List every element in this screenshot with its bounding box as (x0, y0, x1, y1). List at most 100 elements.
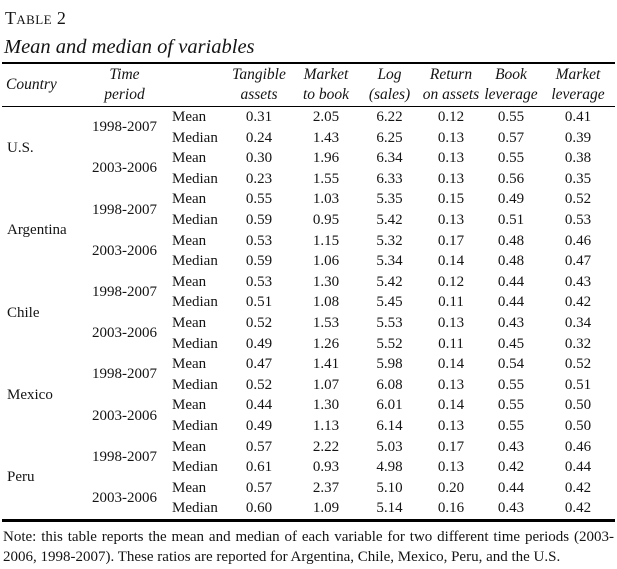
column-header-log-sales: Log (sales) (358, 63, 421, 107)
table-row: Median 0.52 1.07 6.08 0.13 0.55 0.51 (2, 375, 615, 396)
value-cell: 0.43 (497, 500, 525, 517)
value-cell: 0.38 (564, 150, 592, 167)
stat-cell: Median (172, 500, 218, 517)
value-cell: 5.32 (376, 232, 403, 249)
value-cell: 0.11 (438, 335, 464, 352)
value-cell: 0.13 (437, 459, 465, 476)
value-cell: 5.35 (376, 191, 403, 208)
header-line-2: leverage (484, 86, 538, 103)
value-cell: 2.05 (312, 109, 340, 125)
value-cell: 0.61 (245, 459, 273, 476)
value-cell: 0.52 (564, 356, 592, 373)
value-cell: 1.08 (312, 294, 340, 311)
value-cell: 0.54 (497, 356, 525, 373)
value-cell: 5.10 (376, 479, 403, 496)
country-cell: Mexico (7, 387, 53, 404)
value-cell: 0.55 (497, 397, 525, 414)
header-line-1: Return (429, 66, 473, 83)
value-cell: 0.12 (437, 109, 465, 125)
value-cell: 1.09 (312, 500, 340, 517)
header-line-1: Tangible (232, 66, 286, 83)
value-cell: 1.55 (312, 170, 340, 187)
value-cell: 1.43 (312, 129, 340, 146)
value-cell: 5.42 (376, 273, 403, 290)
value-cell: 0.16 (437, 500, 465, 517)
value-cell: 2.22 (312, 438, 340, 455)
value-cell: 1.41 (312, 356, 340, 373)
column-header-market-to-book: Market to book (294, 63, 358, 107)
column-header-time-period: Time period (87, 63, 162, 107)
value-cell: 0.14 (437, 356, 465, 373)
value-cell: 0.42 (497, 459, 525, 476)
header-line-1: Market (555, 66, 601, 83)
value-cell: 6.22 (376, 109, 403, 125)
value-cell: 0.59 (245, 253, 273, 270)
table-row: Peru 1998-2007 Mean 0.57 2.22 5.03 0.17 … (2, 437, 615, 486)
header-line-1: Market (303, 66, 349, 83)
table-row: Median 0.61 0.93 4.98 0.13 0.42 0.44 (2, 457, 615, 478)
stat-cell: Median (172, 211, 218, 228)
column-header-statistic-empty (162, 63, 224, 107)
value-cell: 0.34 (564, 314, 592, 331)
stat-cell: Median (172, 417, 218, 434)
value-cell: 6.14 (376, 417, 403, 434)
value-cell: 0.44 (564, 459, 592, 476)
value-cell: 0.14 (437, 253, 465, 270)
value-cell: 0.44 (497, 479, 525, 496)
value-cell: 1.53 (312, 314, 340, 331)
value-cell: 0.59 (245, 211, 273, 228)
value-cell: 2.37 (312, 479, 340, 496)
value-cell: 1.26 (312, 335, 340, 352)
value-cell: 0.20 (437, 479, 465, 496)
value-cell: 0.55 (497, 150, 525, 167)
table-row: 2003-2006 Mean 0.53 1.15 5.32 0.17 0.48 … (2, 231, 615, 259)
table-row: Chile 1998-2007 Mean 0.53 1.30 5.42 0.12… (2, 272, 615, 321)
stat-cell: Mean (172, 314, 207, 331)
table-row: Mexico 1998-2007 Mean 0.47 1.41 5.98 0.1… (2, 354, 615, 403)
value-cell: 0.39 (564, 129, 592, 146)
value-cell: 0.52 (564, 191, 592, 208)
value-cell: 1.15 (312, 232, 340, 249)
value-cell: 0.55 (497, 417, 525, 434)
value-cell: 0.48 (497, 232, 525, 249)
value-cell: 5.14 (376, 500, 403, 517)
value-cell: 0.53 (245, 232, 273, 249)
value-cell: 0.57 (245, 438, 273, 455)
value-cell: 6.33 (376, 170, 403, 187)
table-row: Argentina 1998-2007 Mean 0.55 1.03 5.35 … (2, 189, 615, 238)
stat-cell: Median (172, 253, 218, 270)
value-cell: 6.34 (376, 150, 403, 167)
period-cell: 2003-2006 (92, 489, 157, 506)
table-row: Median 0.49 1.13 6.14 0.13 0.55 0.50 (2, 416, 615, 437)
value-cell: 5.42 (376, 211, 403, 228)
value-cell: 0.13 (437, 211, 465, 228)
value-cell: 6.25 (376, 129, 403, 146)
period-cell: 1998-2007 (92, 448, 157, 465)
value-cell: 0.52 (245, 314, 273, 331)
header-line-2: assets (240, 86, 278, 103)
header-line-1: Time (109, 66, 140, 83)
table-caption: Mean and median of variables (4, 36, 255, 58)
header-line-1: Book (495, 66, 527, 83)
value-cell: 0.43 (497, 438, 525, 455)
value-cell: 0.42 (564, 500, 592, 517)
table-row: 2003-2006 Mean 0.57 2.37 5.10 0.20 0.44 … (2, 478, 615, 506)
value-cell: 0.49 (245, 417, 273, 434)
value-cell: 0.24 (245, 129, 273, 146)
value-cell: 0.46 (564, 438, 592, 455)
value-cell: 0.44 (497, 294, 525, 311)
value-cell: 0.43 (564, 273, 592, 290)
country-cell: Argentina (7, 222, 67, 239)
data-table: Country Time period Tangible assets Mark… (2, 62, 615, 522)
value-cell: 0.95 (312, 211, 340, 228)
value-cell: 0.42 (564, 479, 592, 496)
value-cell: 0.13 (437, 129, 465, 146)
value-cell: 0.44 (245, 397, 273, 414)
value-cell: 0.53 (564, 211, 592, 228)
value-cell: 0.53 (245, 273, 273, 290)
period-cell: 1998-2007 (92, 119, 157, 136)
value-cell: 6.08 (376, 376, 403, 393)
value-cell: 1.13 (312, 417, 340, 434)
value-cell: 0.44 (497, 273, 525, 290)
stat-cell: Median (172, 129, 218, 146)
